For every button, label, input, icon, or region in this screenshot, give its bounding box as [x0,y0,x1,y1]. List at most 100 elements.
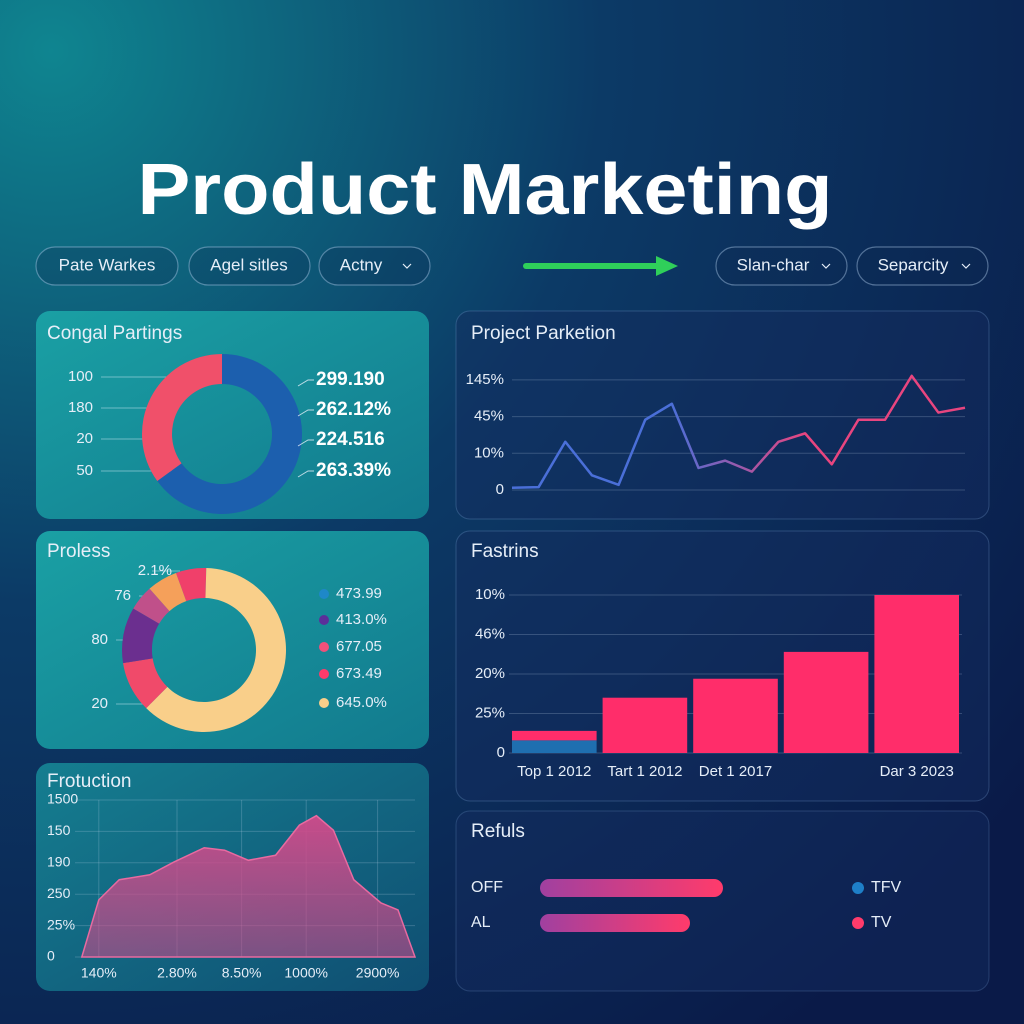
row-label: OFF [471,879,503,896]
legend-dot [319,698,329,708]
y-tick-label: 0 [496,481,504,498]
x-tick-label: Det 1 2017 [699,763,772,780]
bar [693,678,778,753]
chevron-icon [402,263,412,269]
legend-label: 673.49 [336,665,382,682]
panel-title: Project Parketion [471,323,616,344]
value-label: 224.516 [316,429,385,450]
panel-title: Congal Partings [47,323,182,344]
leader-line [297,379,314,387]
side-label: 50 [76,462,93,479]
row-label: AL [471,914,491,931]
y-tick-label: 46% [475,625,505,642]
donut-segment [175,568,207,602]
panel [455,810,990,992]
filter-label: Pate Warkes [59,255,156,274]
page-title: Product Marketing [138,150,833,230]
legend-dot [319,669,329,679]
donut-segment [123,658,168,709]
legend-label: TV [871,914,892,931]
line-series [511,374,966,490]
y-tick-label: 25% [47,916,75,932]
panel [36,311,429,519]
value-label: 299.190 [316,369,385,390]
legend-label: 413.0% [336,611,387,628]
leader-line [297,409,314,417]
filter-label: Agel sitles [210,255,287,274]
y-tick-label: 250 [47,885,71,901]
donut-segment [133,588,170,624]
legend-label: 677.05 [336,638,382,655]
chevron-icon [961,263,971,269]
x-tick-label: Dar 3 2023 [880,763,954,780]
donut-segment [142,354,222,482]
y-tick-label: 1500 [47,791,78,807]
bar [540,879,723,897]
bar [512,740,597,753]
legend-dot [319,589,329,599]
y-tick-label: 45% [474,408,504,425]
panel-title: Fastrins [471,541,539,562]
side-label: 100 [68,368,93,385]
value-label: 263.39% [316,460,391,481]
donut-segment [149,572,187,612]
arrow-icon [523,256,678,276]
charts: Congal Partings 100 180 20 50 299.190 262.12% 2… [47,323,966,981]
x-tick-label: 2900% [356,965,400,981]
y-tick-label: 20% [475,665,505,682]
bar [874,595,959,753]
arrow-head [656,256,678,276]
filter-dropdown[interactable] [856,246,989,286]
filter-bar [35,246,989,286]
side-label: 20 [76,430,93,447]
panel [455,310,990,520]
bar [602,697,688,753]
legend-dot [319,615,329,625]
panel [36,531,429,749]
y-tick-label: 10% [475,586,505,603]
filter-dropdown[interactable] [318,246,431,286]
y-tick-label: 150 [47,822,71,838]
donut-segment [146,568,286,732]
area-series [80,814,417,958]
leader-line [297,439,314,447]
x-tick-label: Tart 1 2012 [607,763,682,780]
legend-label: 645.0% [336,694,387,711]
leader-line [297,470,314,478]
filter-label: Separcity [878,255,949,274]
x-tick-label: 8.50% [222,965,262,981]
x-tick-label: 140% [81,965,117,981]
side-label: 76 [114,587,131,604]
legend-dot [319,642,329,652]
x-tick-label: 2.80% [157,965,197,981]
filter-button[interactable] [188,246,311,286]
panel-title: Frotuction [47,771,131,792]
y-tick-label: 0 [47,948,55,964]
filter-dropdown[interactable] [715,246,848,286]
bar [783,651,869,753]
filter-button[interactable] [35,246,179,286]
y-tick-label: 25% [475,704,505,721]
donut-segment [157,354,302,514]
filter-label: Actny [340,255,383,274]
legend-label: 473.99 [336,585,382,602]
value-label: 262.12% [316,399,391,420]
x-tick-label: Top 1 2012 [517,763,591,780]
legend-dot [852,917,864,929]
filter-label: Slan-char [737,255,810,274]
donut-segment [122,608,160,664]
side-label: 20 [91,695,108,712]
side-label: 180 [68,399,93,416]
side-label: 80 [91,631,108,648]
side-label: 2.1% [138,562,172,579]
legend-label: TFV [871,879,902,896]
chevron-icon [821,263,831,269]
legend-dot [852,882,864,894]
bar [512,730,597,741]
y-tick-label: 145% [466,371,504,388]
x-tick-label: 1000% [284,965,328,981]
panel-title: Proless [47,541,110,562]
y-tick-label: 190 [47,854,71,870]
y-tick-label: 10% [474,444,504,461]
